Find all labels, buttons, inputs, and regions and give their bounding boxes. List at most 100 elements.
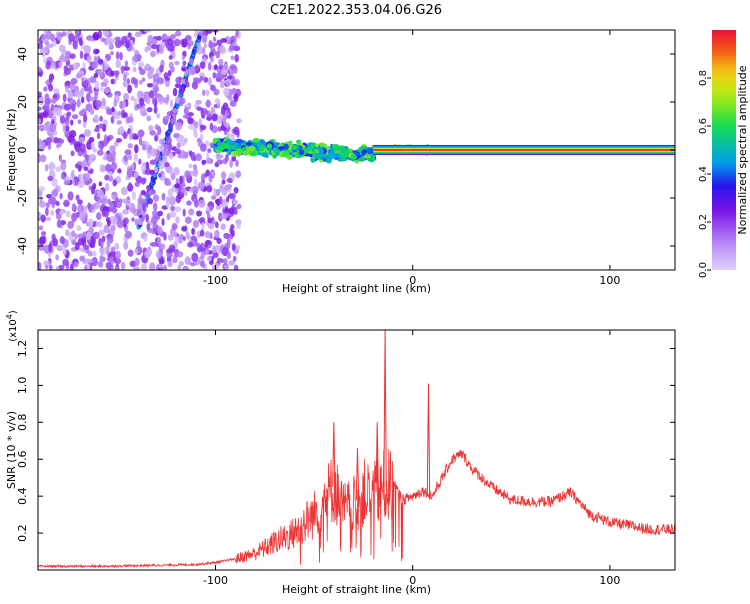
heatmap-noise-mark	[38, 186, 46, 192]
heatmap-noise-mark	[152, 194, 160, 202]
heatmap-noise-mark	[67, 220, 75, 230]
heatmap-noise-mark	[226, 251, 232, 260]
heatmap-noise-mark	[70, 103, 76, 112]
line-x-axis-label: Height of straight line (km)	[282, 583, 431, 596]
heatmap-y-tick-label: 20	[16, 95, 29, 109]
heatmap-noise-mark	[112, 216, 118, 226]
colorbar-tick-label: 0.8	[698, 70, 709, 86]
heatmap-noise-mark	[215, 188, 221, 197]
heatmap-noise-mark	[148, 90, 155, 99]
heatmap-noise-mark	[153, 105, 158, 114]
heatmap-noise-mark	[233, 186, 239, 194]
heatmap-noise-mark	[218, 58, 224, 66]
heatmap-noise-mark	[180, 187, 186, 194]
heatmap-noise-mark	[70, 150, 75, 157]
heatmap-noise-mark	[153, 135, 158, 142]
line-x-tick-label: -100	[203, 574, 228, 587]
heatmap-noise-mark	[55, 166, 61, 173]
heatmap-noise-mark	[58, 44, 66, 53]
heatmap-noise-mark	[71, 169, 75, 178]
heatmap-noise-mark	[125, 40, 130, 49]
heatmap-noise-mark	[215, 204, 221, 210]
line-spike	[332, 422, 336, 487]
heatmap-noise-mark	[165, 199, 170, 209]
heatmap-noise-mark	[97, 68, 103, 77]
heatmap-noise-mark	[216, 39, 223, 46]
heatmap-band-mark	[358, 157, 366, 162]
line-spike	[383, 330, 387, 487]
heatmap-noise-mark	[222, 102, 229, 111]
heatmap-noise-mark	[158, 160, 165, 170]
heatmap-noise-mark	[154, 156, 161, 163]
heatmap-noise-mark	[181, 67, 187, 72]
heatmap-noise-mark	[166, 111, 173, 117]
heatmap-noise-mark	[214, 230, 220, 238]
heatmap-noise-mark	[115, 51, 120, 60]
heatmap-band-mark	[361, 149, 368, 153]
heatmap-noise-mark	[177, 191, 185, 200]
heatmap-noise-mark	[196, 45, 204, 55]
heatmap-band-mark	[337, 145, 345, 151]
heatmap-noise-mark	[134, 181, 140, 188]
heatmap-noise-mark	[227, 95, 233, 101]
heatmap-noise-mark	[138, 158, 142, 165]
heatmap-band-mark	[313, 153, 322, 159]
heatmap-noise-mark	[110, 78, 115, 85]
heatmap-noise-mark	[146, 223, 151, 231]
heatmap-noise-mark	[182, 60, 187, 66]
heatmap-noise-mark	[229, 64, 237, 70]
heatmap-noise-mark	[138, 136, 143, 146]
heatmap-marks	[38, 30, 675, 270]
heatmap-noise-mark	[98, 123, 104, 129]
heatmap-noise-mark	[218, 212, 223, 222]
heatmap-noise-mark	[224, 122, 231, 128]
heatmap-noise-mark	[184, 256, 191, 265]
heatmap-noise-mark	[38, 106, 42, 112]
heatmap-noise-mark	[43, 102, 50, 110]
heatmap-noise-mark	[127, 167, 133, 176]
heatmap-noise-mark	[108, 175, 114, 182]
heatmap-noise-mark	[106, 108, 113, 115]
heatmap-noise-mark	[92, 182, 97, 190]
heatmap-noise-mark	[190, 151, 196, 161]
heatmap-noise-mark	[46, 60, 51, 66]
heatmap-noise-mark	[193, 132, 198, 139]
heatmap-noise-mark	[133, 171, 139, 178]
heatmap-noise-mark	[165, 136, 172, 145]
heatmap-noise-mark	[111, 106, 115, 113]
heatmap-noise-mark	[218, 64, 223, 70]
heatmap-noise-mark	[181, 55, 186, 61]
heatmap-noise-mark	[149, 262, 156, 270]
heatmap-noise-mark	[211, 219, 216, 225]
heatmap-noise-mark	[117, 126, 125, 135]
heatmap-noise-mark	[86, 258, 94, 264]
heatmap-noise-mark	[154, 87, 158, 97]
heatmap-noise-mark	[187, 42, 191, 50]
heatmap-noise-mark	[114, 266, 120, 270]
heatmap-noise-mark	[56, 143, 60, 149]
heatmap-noise-mark	[120, 65, 125, 75]
heatmap-noise-mark	[132, 266, 140, 270]
heatmap-noise-mark	[65, 85, 69, 94]
heatmap-noise-mark	[222, 116, 227, 126]
line-y-tick-label: 1.2	[16, 340, 29, 358]
heatmap-feature-noise-cloud	[38, 30, 242, 270]
heatmap-band-mark	[333, 149, 342, 154]
heatmap-noise-mark	[69, 53, 76, 59]
heatmap-noise-mark	[110, 161, 118, 171]
heatmap-band-mark	[354, 158, 360, 164]
heatmap-noise-mark	[192, 164, 198, 171]
heatmap-noise-mark	[196, 210, 203, 217]
heatmap-noise-mark	[233, 126, 240, 136]
heatmap-noise-mark	[95, 221, 99, 227]
heatmap-noise-mark	[57, 108, 62, 117]
heatmap-noise-mark	[224, 206, 229, 213]
heatmap-noise-mark	[38, 244, 46, 251]
line-y-tick-label: 0.4	[16, 487, 29, 505]
heatmap-noise-mark	[209, 204, 213, 211]
heatmap-band-mark	[216, 145, 225, 152]
heatmap-noise-mark	[148, 169, 156, 176]
heatmap-noise-mark	[166, 212, 171, 221]
heatmap-noise-mark	[131, 217, 135, 222]
heatmap-noise-mark	[151, 210, 157, 216]
